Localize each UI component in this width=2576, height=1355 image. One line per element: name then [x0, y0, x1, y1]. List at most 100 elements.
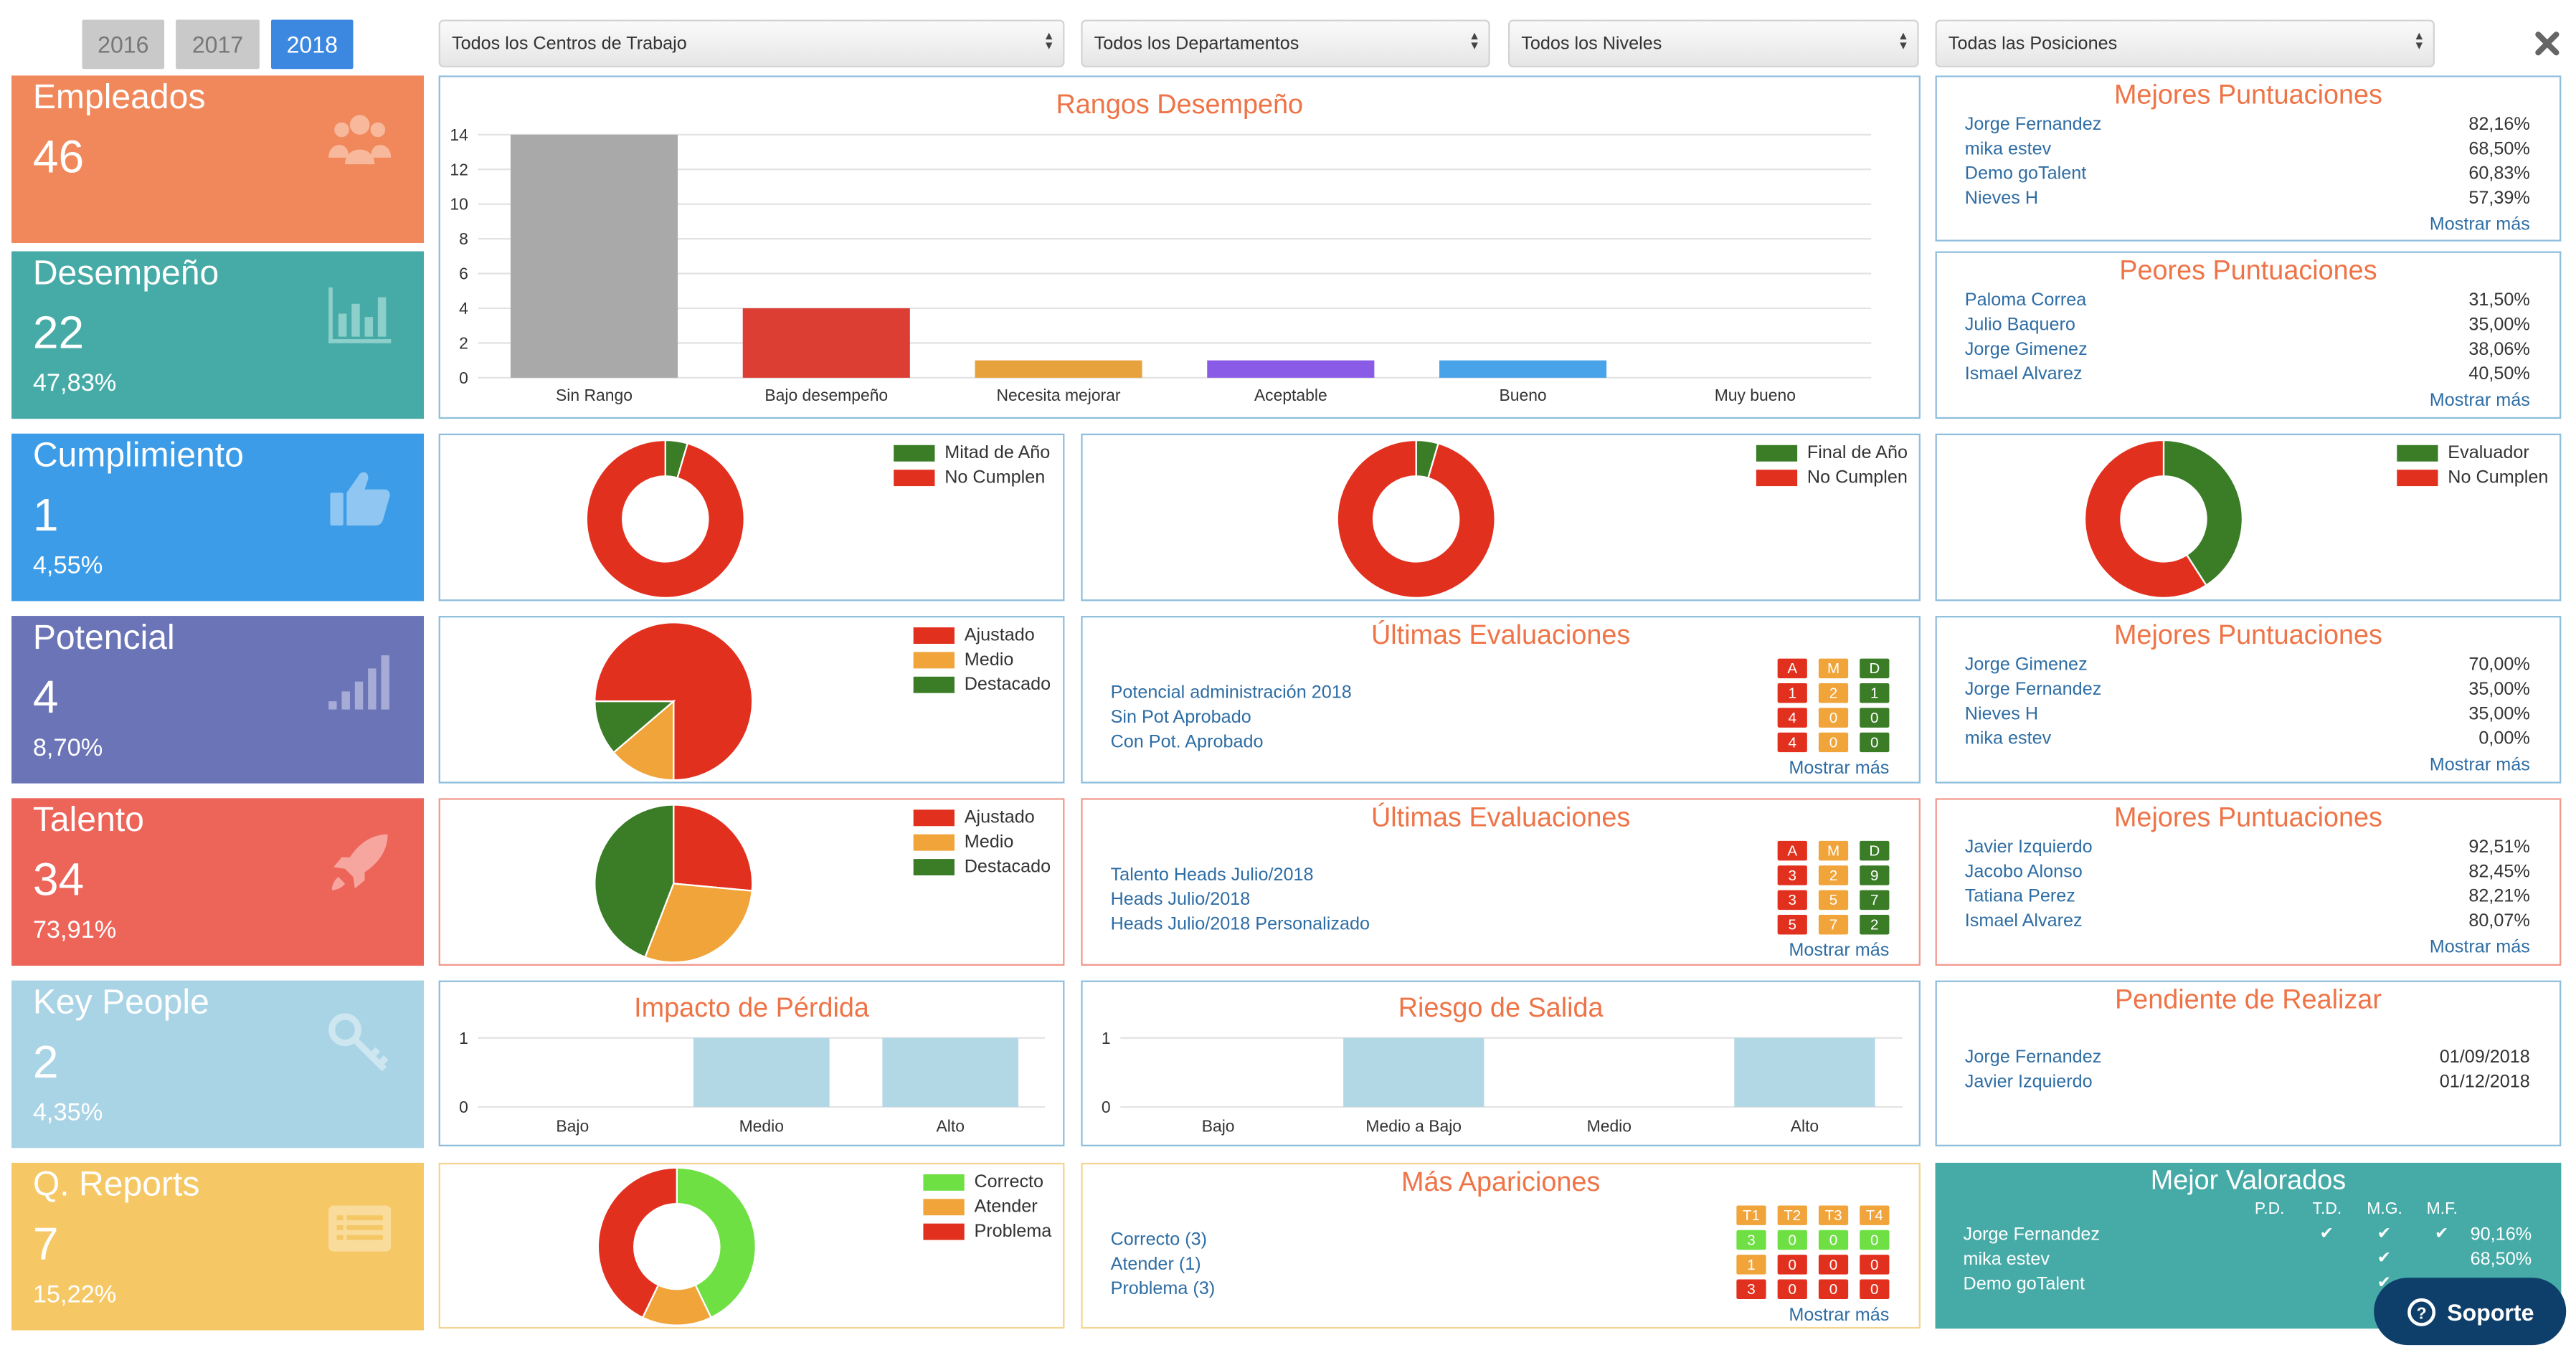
person-link[interactable]: mika estev	[1963, 1250, 2050, 1270]
count-badge: 3	[1777, 865, 1807, 885]
year-2017-button[interactable]: 2017	[176, 19, 260, 70]
count-badge: 2	[1818, 865, 1849, 885]
category-link[interactable]: Correcto (3)	[1110, 1230, 1208, 1250]
score-value: 80,07%	[2468, 911, 2530, 931]
stat-keypeople[interactable]: Key People 2 4,35%	[11, 980, 425, 1149]
score-value: 82,21%	[2468, 887, 2530, 907]
person-link[interactable]: Ismael Alvarez	[1964, 364, 2083, 385]
person-link[interactable]: Jorge Gimenez	[1964, 655, 2088, 675]
evaluation-link[interactable]: Potencial administración 2018	[1110, 683, 1352, 703]
person-link[interactable]: Nieves H	[1964, 704, 2039, 725]
list-item: Nieves H 35,00%	[1965, 703, 2530, 727]
pie-slice	[597, 1166, 678, 1319]
person-link[interactable]: Jorge Fernandez	[1964, 115, 2102, 135]
legend-swatch	[923, 1222, 965, 1240]
legend-swatch	[923, 1198, 965, 1215]
legend-swatch	[894, 469, 935, 485]
riesgo-salida-panel: Riesgo de Salida 0 1 Bajo Medio a Bajo Medio…	[1081, 980, 1921, 1146]
person-link[interactable]: Jorge Fernandez	[1964, 680, 2102, 700]
support-button[interactable]: ? Soporte	[2374, 1278, 2567, 1346]
show-more-link[interactable]: Mostrar más	[2429, 755, 2530, 776]
position-value: Todas las Posiciones	[1948, 33, 2118, 54]
legend-label: Destacado	[964, 856, 1051, 877]
person-link[interactable]: mika estev	[1964, 729, 2052, 749]
person-link[interactable]: Ismael Alvarez	[1964, 911, 2083, 931]
year-2018-button[interactable]: 2018	[270, 19, 354, 70]
bar	[975, 360, 1142, 378]
category-link[interactable]: Problema (3)	[1110, 1279, 1216, 1300]
department-value: Todos los Departamentos	[1094, 33, 1299, 54]
level-select[interactable]: Todos los Niveles ▲ ▼	[1507, 19, 1919, 67]
score-value: 82,45%	[2468, 862, 2530, 883]
x-tick-label: Sin Rango	[556, 386, 633, 404]
count-badge: 0	[1777, 1254, 1807, 1274]
stat-potencial[interactable]: Potencial 4 8,70%	[11, 616, 425, 784]
person-link[interactable]: Demo goTalent	[1964, 164, 2087, 184]
panel-title: Pendiente de Realizar	[2114, 985, 2382, 1015]
stat-qreports[interactable]: Q. Reports 7 15,22%	[11, 1162, 425, 1331]
list-item: Demo goTalent ✔	[1964, 1273, 2532, 1297]
position-select[interactable]: Todas las Posiciones ▲ ▼	[1935, 19, 2435, 67]
check-icon: ✔	[2377, 1250, 2392, 1268]
evaluation-link[interactable]: Heads Julio/2018	[1110, 890, 1251, 911]
department-select[interactable]: Todos los Departamentos ▲ ▼	[1081, 19, 1490, 67]
work-center-select[interactable]: Todos los Centros de Trabajo ▲ ▼	[438, 19, 1065, 67]
person-link[interactable]: Jorge Gimenez	[1964, 340, 2088, 360]
show-more-link[interactable]: Mostrar más	[1789, 941, 1890, 961]
show-more-link[interactable]: Mostrar más	[2429, 391, 2530, 411]
pie-slice	[2162, 439, 2244, 586]
person-link[interactable]: Jorge Fernandez	[1964, 1047, 2102, 1068]
select-arrows-icon: ▲ ▼	[1898, 31, 1909, 53]
thumbs-up-icon	[330, 472, 390, 526]
evaluation-link[interactable]: Con Pot. Aprobado	[1110, 732, 1264, 753]
panel-title: Rangos Desempeño	[1056, 90, 1304, 120]
stat-talento[interactable]: Talento 34 73,91%	[11, 798, 425, 966]
list-item: Nieves H 57,39%	[1965, 187, 2530, 211]
rangos-bar-chart: 0 2 4 6 8 10 12 14 Sin Rango Bajo desempeño Necesi…	[450, 125, 1872, 404]
show-more-link[interactable]: Mostrar más	[1789, 1306, 1890, 1326]
person-link[interactable]: Javier Izquierdo	[1964, 1072, 2093, 1093]
stat-cumplimiento[interactable]: Cumplimiento 1 4,55%	[11, 433, 425, 602]
header-badge: T3	[1818, 1204, 1849, 1225]
qreports-donut-panel: Correcto Atender Problema	[438, 1162, 1065, 1329]
evaluation-link[interactable]: Sin Pot Aprobado	[1110, 708, 1251, 728]
header-badge: D	[1860, 840, 1890, 860]
legend-swatch	[913, 857, 955, 875]
show-more-link[interactable]: Mostrar más	[2429, 215, 2530, 235]
category-link[interactable]: Atender (1)	[1110, 1255, 1201, 1275]
person-link[interactable]: Jorge Fernandez	[1963, 1225, 2101, 1245]
person-link[interactable]: Nieves H	[1964, 189, 2039, 209]
stat-title: Talento	[32, 801, 144, 840]
bar	[1734, 1037, 1875, 1107]
column-header: M.F.	[2426, 1200, 2458, 1219]
list-item: Jorge Fernandez 01/09/2018	[1965, 1046, 2530, 1070]
count-badge: 7	[1860, 889, 1890, 909]
list-item: mika estev 0,00%	[1965, 728, 2530, 752]
count-badge: 0	[1860, 1229, 1890, 1250]
count-badge: 0	[1818, 1229, 1849, 1250]
panel-title: Mejores Puntuaciones	[2113, 620, 2382, 651]
stat-value: 4	[32, 671, 59, 723]
person-link[interactable]: Javier Izquierdo	[1964, 837, 2093, 857]
y-tick-label: 0	[459, 1098, 468, 1116]
score-value: 70,00%	[2468, 655, 2530, 675]
person-link[interactable]: Julio Baquero	[1964, 315, 2075, 336]
year-2016-button[interactable]: 2016	[82, 19, 165, 70]
person-link[interactable]: Jacobo Alonso	[1964, 862, 2083, 883]
person-link[interactable]: Paloma Correa	[1964, 290, 2087, 310]
panel-title: Riesgo de Salida	[1398, 993, 1604, 1024]
evaluation-link[interactable]: Heads Julio/2018 Personalizado	[1110, 914, 1370, 935]
person-link[interactable]: mika estev	[1964, 139, 2052, 160]
close-icon[interactable]	[2535, 32, 2560, 56]
show-more-link[interactable]: Mostrar más	[1789, 759, 1890, 779]
x-tick-label: Muy bueno	[1715, 386, 1796, 404]
stat-desempeno[interactable]: Desempeño 22 47,83%	[11, 251, 425, 419]
pie-slice	[676, 1166, 757, 1319]
person-link[interactable]: Demo goTalent	[1963, 1274, 2085, 1295]
evaluation-link[interactable]: Talento Heads Julio/2018	[1110, 865, 1314, 885]
show-more-link[interactable]: Mostrar más	[2429, 938, 2530, 958]
stat-empleados[interactable]: Empleados 46	[11, 75, 425, 244]
list-item: Jacobo Alonso 82,45%	[1965, 860, 2530, 885]
person-link[interactable]: Tatiana Perez	[1964, 887, 2075, 907]
stat-title: Empleados	[32, 78, 206, 117]
